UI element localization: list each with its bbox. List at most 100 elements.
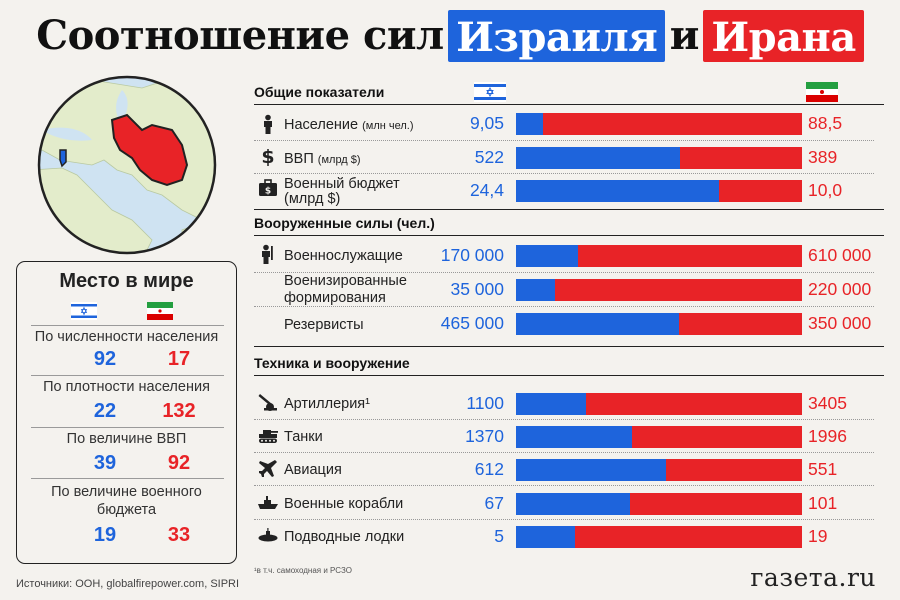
israel-value: 1370 <box>465 426 504 446</box>
publisher-logo: газета.ru <box>750 563 876 592</box>
rank-iran-budget: 33 <box>167 524 191 546</box>
iran-value: 88,5 <box>808 113 843 133</box>
israel-bar <box>516 113 543 135</box>
israel-value: 1100 <box>466 393 504 413</box>
comparison-bar <box>516 245 802 267</box>
israel-value: 35 000 <box>450 279 504 299</box>
israel-value: 612 <box>474 459 504 479</box>
iran-flag-icon <box>806 82 838 102</box>
israel-bar <box>516 526 576 548</box>
rank-label-density: По плотности населения <box>43 379 210 395</box>
iran-value: 220 000 <box>808 279 872 299</box>
row-label: Военизированные <box>284 273 407 289</box>
row-divider <box>254 452 874 453</box>
israel-bar <box>516 180 719 202</box>
row-unit: (млрд $) <box>284 191 341 207</box>
briefcase-icon: $ <box>259 179 277 197</box>
row-divider <box>254 419 874 420</box>
row-divider <box>254 173 874 174</box>
rank-divider <box>31 325 224 326</box>
section-divider <box>254 235 884 236</box>
artillery-icon <box>258 394 277 411</box>
row-divider <box>254 272 874 273</box>
row-label: Резервисты <box>284 317 364 333</box>
section-divider <box>254 346 884 347</box>
israel-value: 5 <box>494 526 504 546</box>
israel-bar <box>516 459 667 481</box>
israel-value: 465 000 <box>440 313 504 333</box>
rank-label-budget-2: бюджета <box>96 502 157 518</box>
comparison-bar <box>516 147 802 169</box>
title-conj: и <box>669 12 700 59</box>
section-divider <box>254 375 884 376</box>
warship-icon <box>258 496 278 509</box>
dollar-icon: $ <box>261 146 274 166</box>
comparison-bar <box>516 493 802 515</box>
iran-value: 389 <box>808 147 838 167</box>
row-label: Подводные лодки <box>284 529 405 545</box>
iran-value: 101 <box>808 493 838 513</box>
israel-value: 522 <box>474 147 504 167</box>
rank-israel-gdp: 39 <box>93 452 117 474</box>
comparison-bar <box>516 459 802 481</box>
sources: Источники: ООН, globalfirepower.com, SIP… <box>16 578 240 590</box>
israel-value: 170 000 <box>440 245 504 265</box>
section-general-title: Общие показатели <box>254 84 385 100</box>
iran-value: 551 <box>808 459 838 479</box>
rank-iran-population: 17 <box>167 348 191 370</box>
comparison-bar <box>516 180 802 202</box>
israel-bar <box>516 279 556 301</box>
comparison-bar <box>516 279 802 301</box>
submarine-icon <box>258 528 278 542</box>
comparison-bar <box>516 426 802 448</box>
rank-title: Место в мире <box>59 270 194 292</box>
section-equipment-title: Техника и вооружение <box>254 355 410 371</box>
rank-iran-gdp: 92 <box>167 452 191 474</box>
person-icon <box>264 114 272 134</box>
row-label-2: формирования <box>284 290 386 306</box>
rank-divider <box>31 375 224 376</box>
rank-label-gdp: По величине ВВП <box>66 431 187 447</box>
comparison-bar <box>516 526 802 548</box>
israel-bar <box>516 426 633 448</box>
comparison-bar <box>516 393 802 415</box>
israel-bar <box>516 147 680 169</box>
israel-bar <box>516 313 680 335</box>
row-label: Авиация <box>284 462 342 478</box>
iran-value: 19 <box>808 526 828 546</box>
row-label: Артиллерия¹ <box>284 396 370 412</box>
rank-iran-density: 132 <box>162 400 196 422</box>
row-label: Военнослужащие <box>284 248 403 264</box>
iran-value: 350 000 <box>808 313 872 333</box>
israel-value: 24,4 <box>469 180 504 200</box>
israel-value: 9,05 <box>469 113 504 133</box>
israel-bar <box>516 245 579 267</box>
israel-value: 67 <box>484 493 504 513</box>
map-globe <box>37 75 217 255</box>
iran-value: 3405 <box>808 393 847 413</box>
comparison-bar <box>516 113 802 135</box>
israel-flag-icon <box>71 302 97 320</box>
iran-value: 10,0 <box>808 180 843 200</box>
israel-flag-icon <box>474 82 506 102</box>
row-divider <box>254 140 874 141</box>
israel-bar <box>516 493 631 515</box>
soldier-icon <box>262 244 273 264</box>
row-unit: (млрд $) <box>317 154 361 166</box>
page-title: Соотношение сил Израиля и Ирана <box>0 8 900 64</box>
row-label: Население <box>284 117 359 133</box>
rank-israel-budget: 19 <box>93 524 117 546</box>
iran-flag-icon <box>147 302 173 320</box>
row-divider <box>254 485 874 486</box>
israel-bar <box>516 393 586 415</box>
iran-value: 1996 <box>808 426 847 446</box>
rank-israel-population: 92 <box>93 348 117 370</box>
svg-text:$: $ <box>265 187 271 197</box>
jet-icon <box>259 460 277 477</box>
rank-israel-density: 22 <box>93 400 117 422</box>
rank-divider <box>31 427 224 428</box>
section-divider <box>254 104 884 105</box>
row-label: Военный бюджет <box>284 176 400 192</box>
title-iran: Ирана <box>703 10 864 62</box>
row-divider <box>254 519 874 520</box>
